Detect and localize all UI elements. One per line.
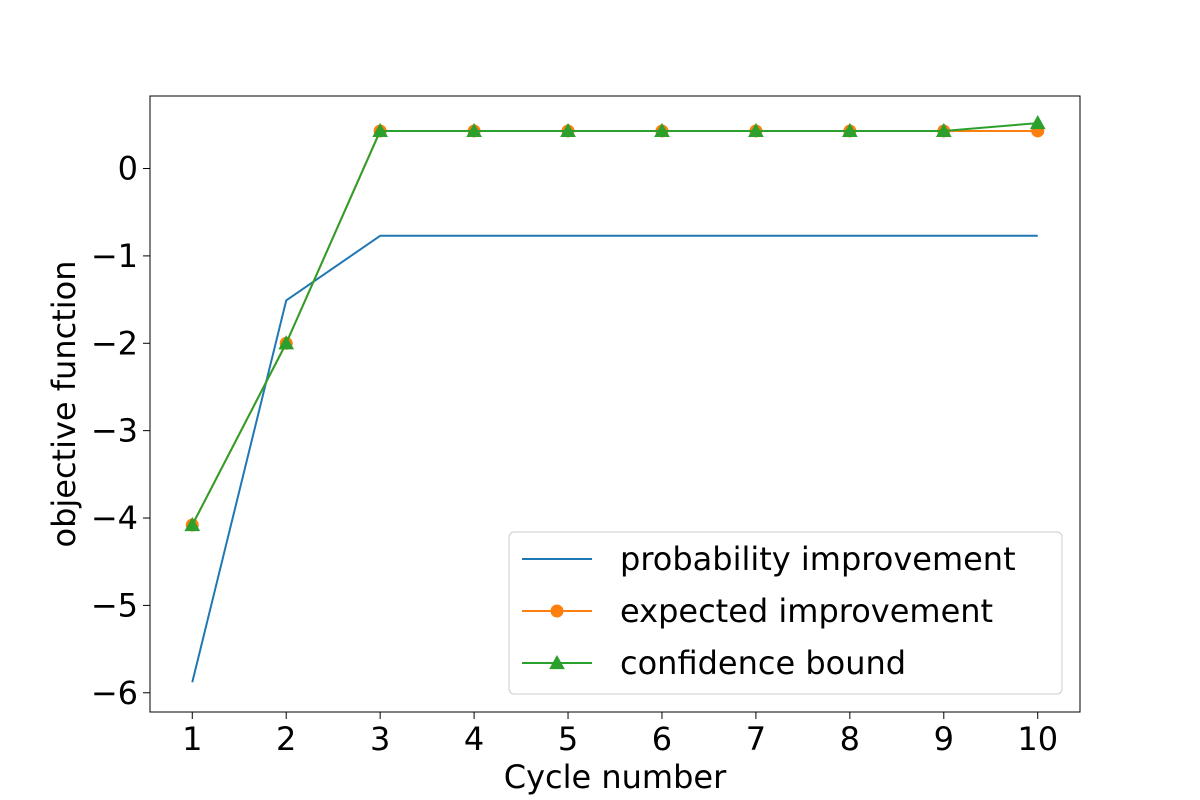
legend-marker xyxy=(550,604,564,618)
x-tick-label: 9 xyxy=(934,720,954,758)
y-axis: −6 −5 −4 −3 −2 −1 0 xyxy=(91,150,150,712)
series-line-probability-improvement xyxy=(191,234,1038,683)
series-line-confidence-bound xyxy=(191,122,1038,526)
legend: probability improvement expected improvem… xyxy=(508,531,1063,695)
x-tick-label: 3 xyxy=(370,720,390,758)
x-tick-label: 10 xyxy=(1017,720,1058,758)
legend-item-confidence-bound: confidence bound xyxy=(522,644,906,682)
legend-box xyxy=(508,531,1063,695)
data-point-confidence-bound xyxy=(841,122,858,138)
legend-item-expected-improvement: expected improvement xyxy=(522,592,993,630)
x-tick-label: 7 xyxy=(746,720,766,758)
legend-marker xyxy=(549,654,565,670)
data-point-confidence-bound xyxy=(748,122,764,138)
data-point-confidence-bound xyxy=(560,122,576,138)
y-tick-label: −4 xyxy=(91,499,138,537)
plot-frame xyxy=(149,95,1081,713)
y-tick-label: −2 xyxy=(91,324,138,362)
series-probability-improvement xyxy=(191,234,1038,683)
x-tick-label: 5 xyxy=(558,720,578,758)
legend-label: expected improvement xyxy=(620,592,993,630)
data-point-confidence-bound xyxy=(654,122,670,138)
y-tick-label: −1 xyxy=(91,237,138,275)
x-tick-label: 8 xyxy=(840,720,860,758)
plot-area xyxy=(184,115,1046,683)
data-point-confidence-bound xyxy=(278,335,295,350)
legend-item-probability-improvement: probability improvement xyxy=(522,540,1016,578)
legend-label: confidence bound xyxy=(620,644,906,682)
data-point-confidence-bound xyxy=(372,122,389,138)
series-confidence-bound xyxy=(184,115,1046,532)
x-tick-label: 2 xyxy=(276,720,296,758)
y-tick-label: −3 xyxy=(91,412,138,450)
y-axis-label: objective function xyxy=(45,260,83,547)
y-tick-label: 0 xyxy=(118,150,138,188)
data-point-confidence-bound xyxy=(935,122,952,138)
x-tick-label: 6 xyxy=(652,720,672,758)
x-axis-label: Cycle number xyxy=(504,758,727,796)
y-tick-label: −6 xyxy=(91,674,138,712)
data-point-confidence-bound xyxy=(466,122,482,138)
legend-label: probability improvement xyxy=(620,540,1016,578)
x-axis: 1 2 3 4 5 6 7 8 9 10 xyxy=(182,712,1058,758)
data-point-confidence-bound xyxy=(1029,115,1046,130)
data-point-confidence-bound xyxy=(184,516,201,532)
x-tick-label: 4 xyxy=(464,720,484,758)
x-tick-label: 1 xyxy=(182,720,202,758)
y-tick-label: −5 xyxy=(91,586,138,624)
